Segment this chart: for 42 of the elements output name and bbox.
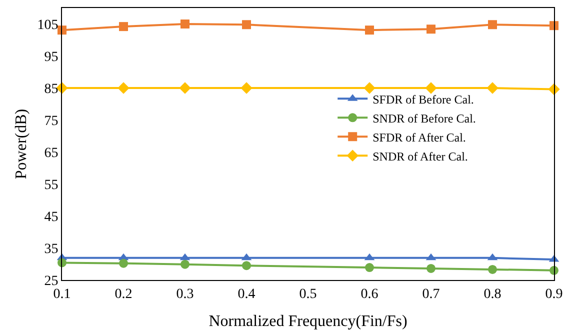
x-tick-label: 0.7 [422,286,440,302]
point [365,263,374,272]
x-tick-label: 0.1 [53,286,71,302]
point [488,20,497,30]
y-tick-label: 85 [44,82,58,97]
legend-label: SNDR of After Cal. [372,149,468,164]
y-axis-title: Power(dB) [13,108,30,180]
legend-label: SNDR of Before Cal. [372,111,476,126]
x-tick-label: 0.8 [484,286,502,302]
x-tick-label: 0.3 [176,286,194,302]
y-tick-label: 55 [44,178,58,193]
point [242,261,251,270]
y-tick-label: 25 [44,274,58,289]
x-axis-title: Normalized Frequency(Fin/Fs) [208,313,408,330]
x-tick-label: 0.9 [545,286,563,302]
point [180,260,190,269]
x-tick-label: 0.2 [114,286,132,302]
point [364,82,376,94]
x-tick-label: 0.6 [360,286,378,302]
point [426,24,436,34]
x-tick-label: 0.4 [238,286,256,302]
x-tick-label: 0.5 [299,286,317,302]
point [180,20,190,28]
y-tick-label: 35 [44,242,58,257]
point [425,82,437,94]
point [486,82,498,94]
y-tick-label: 65 [44,146,58,161]
point [365,26,374,35]
y-tick-label: 45 [44,210,58,225]
y-tick-label: 95 [44,50,58,65]
legend-label: SFDR of Before Cal. [372,92,474,106]
legend-label: SFDR of After Cal. [372,130,466,144]
point [119,258,128,268]
point [118,82,130,94]
point [119,22,128,32]
point [179,82,191,94]
y-tick-label: 105 [37,18,58,33]
point [488,264,497,274]
point [242,20,251,30]
point [426,264,436,273]
y-tick-label: 75 [44,114,58,129]
point [240,82,252,94]
